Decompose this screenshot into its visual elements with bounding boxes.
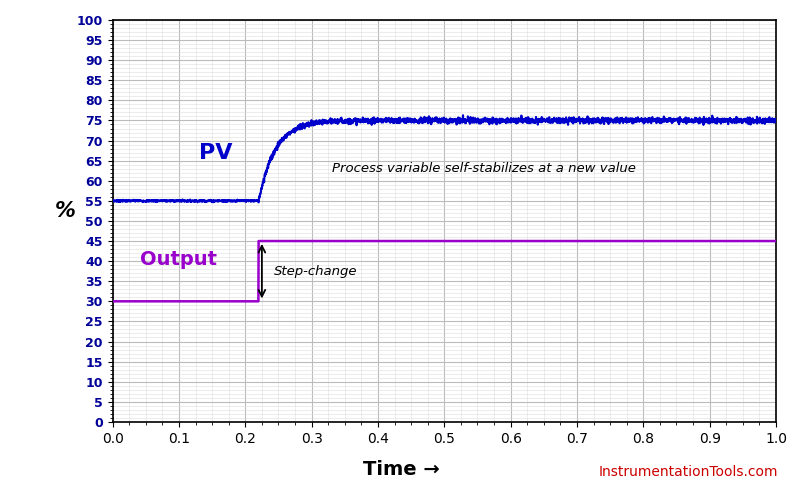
Text: Output: Output	[140, 249, 217, 269]
Text: Step-change: Step-change	[273, 265, 358, 278]
Text: Time →: Time →	[363, 460, 439, 479]
Y-axis label: %: %	[55, 201, 76, 221]
Text: Process variable self-stabilizes at a new value: Process variable self-stabilizes at a ne…	[331, 162, 635, 175]
Text: InstrumentationTools.com: InstrumentationTools.com	[598, 465, 778, 479]
Text: PV: PV	[199, 143, 233, 163]
